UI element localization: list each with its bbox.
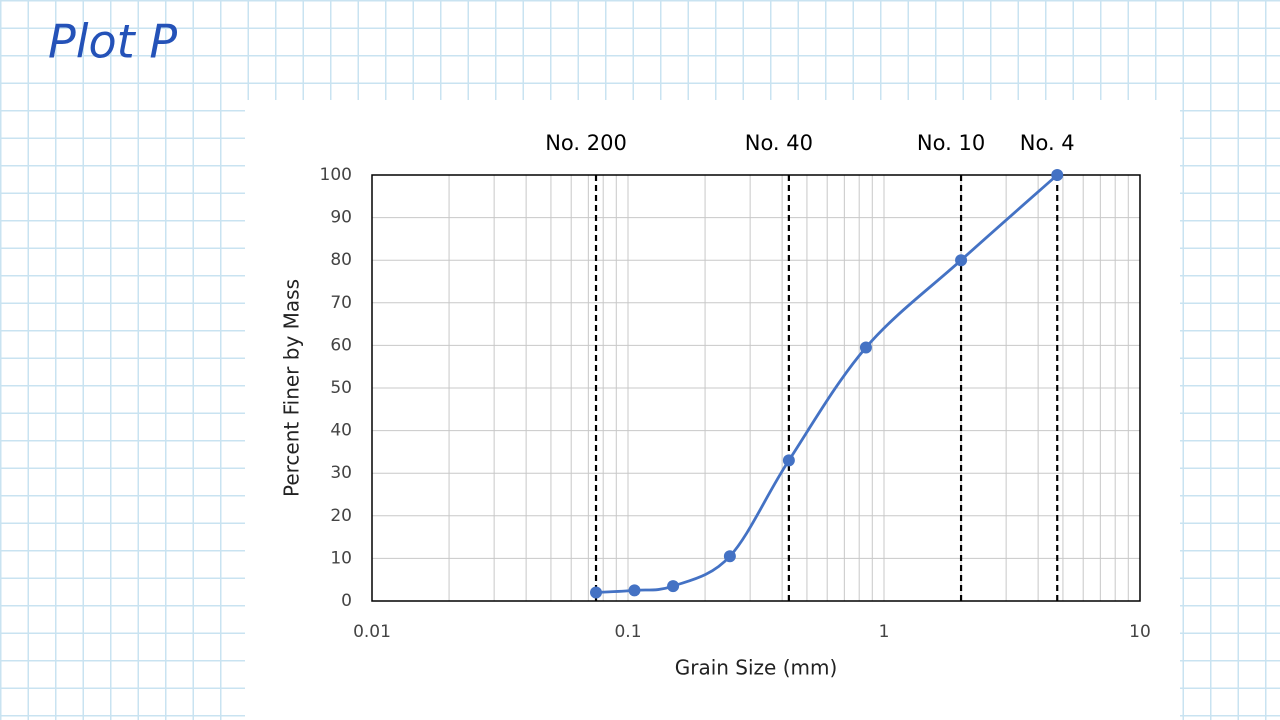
- y-axis-label: Percent Finer by Mass: [280, 279, 304, 497]
- x-tick-label: 0.1: [614, 622, 641, 642]
- reference-label: No. 10: [917, 131, 985, 155]
- data-point: [859, 341, 872, 354]
- reference-label: No. 40: [745, 131, 813, 155]
- x-tick-label: 1: [879, 622, 890, 642]
- data-point: [723, 550, 736, 563]
- data-point: [667, 580, 680, 593]
- plot-frame: [371, 174, 1141, 602]
- y-tick-label: 90: [330, 208, 352, 228]
- x-tick-label: 10: [1129, 622, 1151, 642]
- data-point: [628, 584, 641, 597]
- handwritten-title: Plot P: [48, 15, 177, 69]
- y-tick-label: 80: [330, 250, 352, 270]
- x-tick-label: 0.01: [353, 622, 391, 642]
- data-point: [955, 254, 968, 267]
- y-tick-label: 40: [330, 421, 352, 441]
- data-point: [590, 586, 603, 599]
- y-tick-label: 20: [330, 506, 352, 526]
- reference-label: No. 200: [545, 131, 627, 155]
- x-axis-label: Grain Size (mm): [675, 656, 838, 680]
- y-tick-label: 10: [330, 548, 352, 568]
- reference-label: No. 4: [1020, 131, 1075, 155]
- y-tick-label: 30: [330, 463, 352, 483]
- data-point: [782, 454, 795, 467]
- y-tick-label: 60: [330, 335, 352, 355]
- y-tick-label: 0: [341, 591, 352, 611]
- y-tick-label: 100: [320, 165, 352, 185]
- y-tick-label: 70: [330, 293, 352, 313]
- y-tick-label: 50: [330, 378, 352, 398]
- data-point: [1051, 169, 1064, 181]
